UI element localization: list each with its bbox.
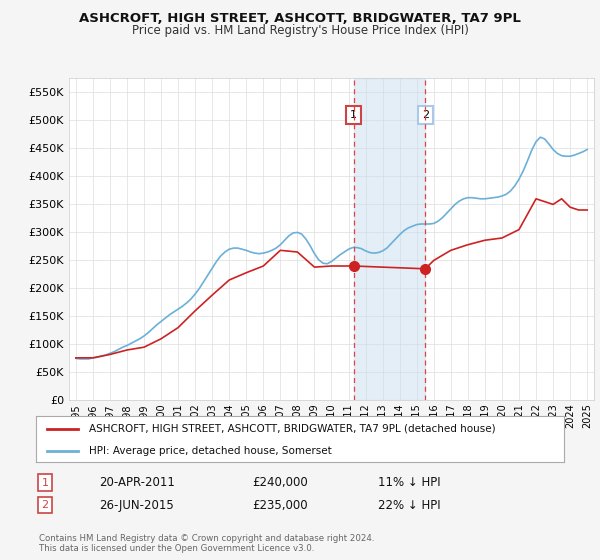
Text: 2: 2 bbox=[422, 110, 429, 120]
Text: HPI: Average price, detached house, Somerset: HPI: Average price, detached house, Some… bbox=[89, 446, 332, 455]
Text: 22% ↓ HPI: 22% ↓ HPI bbox=[378, 498, 440, 512]
Text: 2: 2 bbox=[41, 500, 49, 510]
Text: Price paid vs. HM Land Registry's House Price Index (HPI): Price paid vs. HM Land Registry's House … bbox=[131, 24, 469, 37]
Text: £235,000: £235,000 bbox=[252, 498, 308, 512]
Text: Contains HM Land Registry data © Crown copyright and database right 2024.
This d: Contains HM Land Registry data © Crown c… bbox=[39, 534, 374, 553]
Text: ASHCROFT, HIGH STREET, ASHCOTT, BRIDGWATER, TA7 9PL (detached house): ASHCROFT, HIGH STREET, ASHCOTT, BRIDGWAT… bbox=[89, 424, 496, 434]
Bar bbox=[353, 78, 425, 400]
Text: £240,000: £240,000 bbox=[252, 476, 308, 489]
Text: 1: 1 bbox=[41, 478, 49, 488]
Text: 20-APR-2011: 20-APR-2011 bbox=[99, 476, 175, 489]
Text: 26-JUN-2015: 26-JUN-2015 bbox=[99, 498, 174, 512]
Text: 11% ↓ HPI: 11% ↓ HPI bbox=[378, 476, 440, 489]
Text: 1: 1 bbox=[350, 110, 357, 120]
Text: ASHCROFT, HIGH STREET, ASHCOTT, BRIDGWATER, TA7 9PL: ASHCROFT, HIGH STREET, ASHCOTT, BRIDGWAT… bbox=[79, 12, 521, 25]
